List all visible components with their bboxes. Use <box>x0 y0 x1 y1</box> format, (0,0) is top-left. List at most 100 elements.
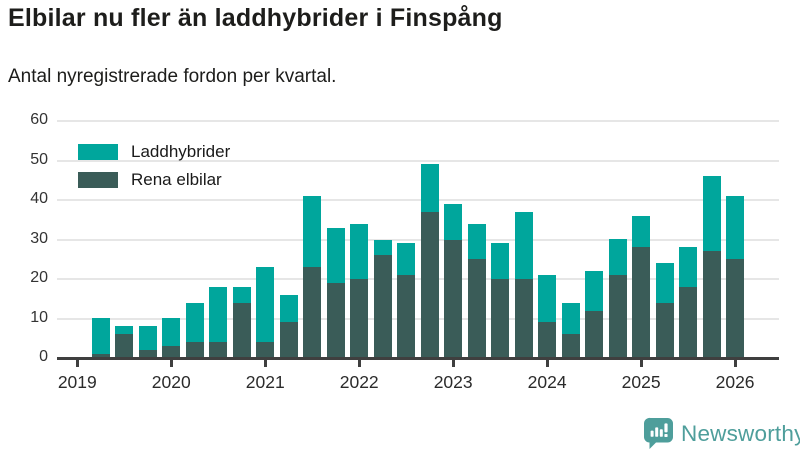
bar-segment-laddhybrider <box>209 286 228 343</box>
newsworthy-logo-text: Newsworthy <box>681 420 800 446</box>
gridline-y-30 <box>57 238 779 241</box>
bar-segment-laddhybrider <box>491 243 510 279</box>
bar-segment-rena-elbilar <box>655 302 674 358</box>
bar-segment-rena-elbilar <box>232 302 251 358</box>
bar-segment-rena-elbilar <box>561 334 580 358</box>
bar-segment-laddhybrider <box>679 247 698 287</box>
x-axis-tick-2020 <box>169 359 173 367</box>
bar-segment-rena-elbilar <box>608 275 627 358</box>
y-axis-label-20: 20 <box>30 269 48 286</box>
x-axis-label-2026: 2026 <box>715 372 755 392</box>
plot-area: Laddhybrider Rena elbilar <box>57 120 779 367</box>
bar-segment-laddhybrider <box>655 263 674 303</box>
y-axis-label-10: 10 <box>30 308 48 326</box>
bar-segment-laddhybrider <box>467 223 486 260</box>
bar-segment-laddhybrider <box>444 203 463 240</box>
bar-segment-rena-elbilar <box>115 334 134 358</box>
x-axis-tick-2024 <box>545 359 549 367</box>
bar-segment-laddhybrider <box>538 275 557 323</box>
x-axis-line <box>57 357 779 360</box>
x-axis-tick-2019 <box>75 359 79 367</box>
bar-segment-rena-elbilar <box>303 267 322 358</box>
bar-segment-laddhybrider <box>256 267 275 343</box>
bar-segment-laddhybrider <box>561 302 580 335</box>
x-axis-label-2020: 2020 <box>151 372 191 392</box>
bar-segment-rena-elbilar <box>632 247 651 358</box>
bar-segment-laddhybrider <box>608 239 627 275</box>
bar-segment-rena-elbilar <box>444 239 463 358</box>
legend-item-rena-elbilar: Rena elbilar <box>78 170 230 189</box>
bar-segment-laddhybrider <box>420 164 439 212</box>
bar-segment-laddhybrider <box>373 239 392 256</box>
newsworthy-logo: Newsworthy <box>644 417 800 450</box>
x-axis-tick-2023 <box>451 359 455 367</box>
bar-segment-laddhybrider <box>726 196 745 260</box>
legend-swatch <box>78 143 118 160</box>
bar-segment-laddhybrider <box>115 326 134 335</box>
x-axis-tick-2021 <box>263 359 267 367</box>
y-axis-label-30: 30 <box>30 229 48 247</box>
bar-segment-laddhybrider <box>514 211 533 279</box>
y-axis-label-40: 40 <box>30 190 48 207</box>
gridline-y-60 <box>57 120 779 122</box>
bar-segment-laddhybrider <box>702 176 721 252</box>
bar-segment-laddhybrider <box>350 223 369 279</box>
legend-item-laddhybrider: Laddhybrider <box>78 142 230 161</box>
bar-segment-laddhybrider <box>303 196 322 268</box>
bar-segment-rena-elbilar <box>679 286 698 358</box>
bar-segment-rena-elbilar <box>491 279 510 358</box>
chart-subtitle: Antal nyregistrerade fordon per kvartal. <box>8 66 337 87</box>
bar-segment-laddhybrider <box>279 294 298 323</box>
x-axis-tick-2022 <box>357 359 361 367</box>
bar-segment-laddhybrider <box>632 215 651 248</box>
bar-segment-rena-elbilar <box>373 255 392 358</box>
bar-segment-rena-elbilar <box>185 342 204 358</box>
x-axis-tick-2026 <box>733 359 737 367</box>
gridline-y-50 <box>57 159 779 162</box>
gridline-y-40 <box>57 199 779 201</box>
bar-segment-rena-elbilar <box>162 346 181 358</box>
bar-segment-rena-elbilar <box>138 350 157 358</box>
legend-label: Rena elbilar <box>131 169 222 189</box>
x-axis-label-2019: 2019 <box>57 372 97 392</box>
gridline-y-10 <box>57 317 779 320</box>
x-axis-label-2021: 2021 <box>245 372 285 392</box>
bar-segment-laddhybrider <box>91 318 110 354</box>
bar-segment-rena-elbilar <box>420 211 439 358</box>
bar-segment-laddhybrider <box>397 243 416 275</box>
x-axis-label-2023: 2023 <box>433 372 473 392</box>
bar-segment-rena-elbilar <box>350 279 369 358</box>
y-axis-label-60: 60 <box>30 111 48 128</box>
bar-segment-rena-elbilar <box>514 279 533 358</box>
bar-segment-rena-elbilar <box>279 322 298 358</box>
newsworthy-logo-icon <box>644 417 673 449</box>
x-axis-label-2024: 2024 <box>527 372 567 392</box>
x-axis-label-2025: 2025 <box>621 372 661 392</box>
bar-segment-laddhybrider <box>326 227 345 283</box>
bar-segment-laddhybrider <box>162 318 181 347</box>
bar-segment-rena-elbilar <box>256 342 275 358</box>
bar-segment-rena-elbilar <box>467 259 486 358</box>
y-axis-label-0: 0 <box>39 348 48 365</box>
bar-segment-rena-elbilar <box>91 354 110 358</box>
legend-swatch <box>78 171 118 188</box>
legend: Laddhybrider Rena elbilar <box>78 142 230 198</box>
bar-segment-laddhybrider <box>232 286 251 303</box>
chart-title: Elbilar nu fler än laddhybrider i Finspå… <box>8 4 503 32</box>
bar-segment-laddhybrider <box>185 302 204 343</box>
legend-label: Laddhybrider <box>131 141 231 161</box>
y-axis-label-50: 50 <box>30 150 48 168</box>
bar-segment-rena-elbilar <box>726 259 745 358</box>
bar-segment-laddhybrider <box>138 326 157 351</box>
x-axis-tick-2025 <box>639 359 643 367</box>
bar-segment-rena-elbilar <box>585 310 604 358</box>
gridline-y-20 <box>57 278 779 280</box>
x-axis-label-2022: 2022 <box>339 372 379 392</box>
bar-segment-laddhybrider <box>585 271 604 311</box>
bar-segment-rena-elbilar <box>397 275 416 358</box>
bar-segment-rena-elbilar <box>538 322 557 358</box>
bar-segment-rena-elbilar <box>702 251 721 358</box>
bar-segment-rena-elbilar <box>326 283 345 358</box>
bar-segment-rena-elbilar <box>209 342 228 358</box>
